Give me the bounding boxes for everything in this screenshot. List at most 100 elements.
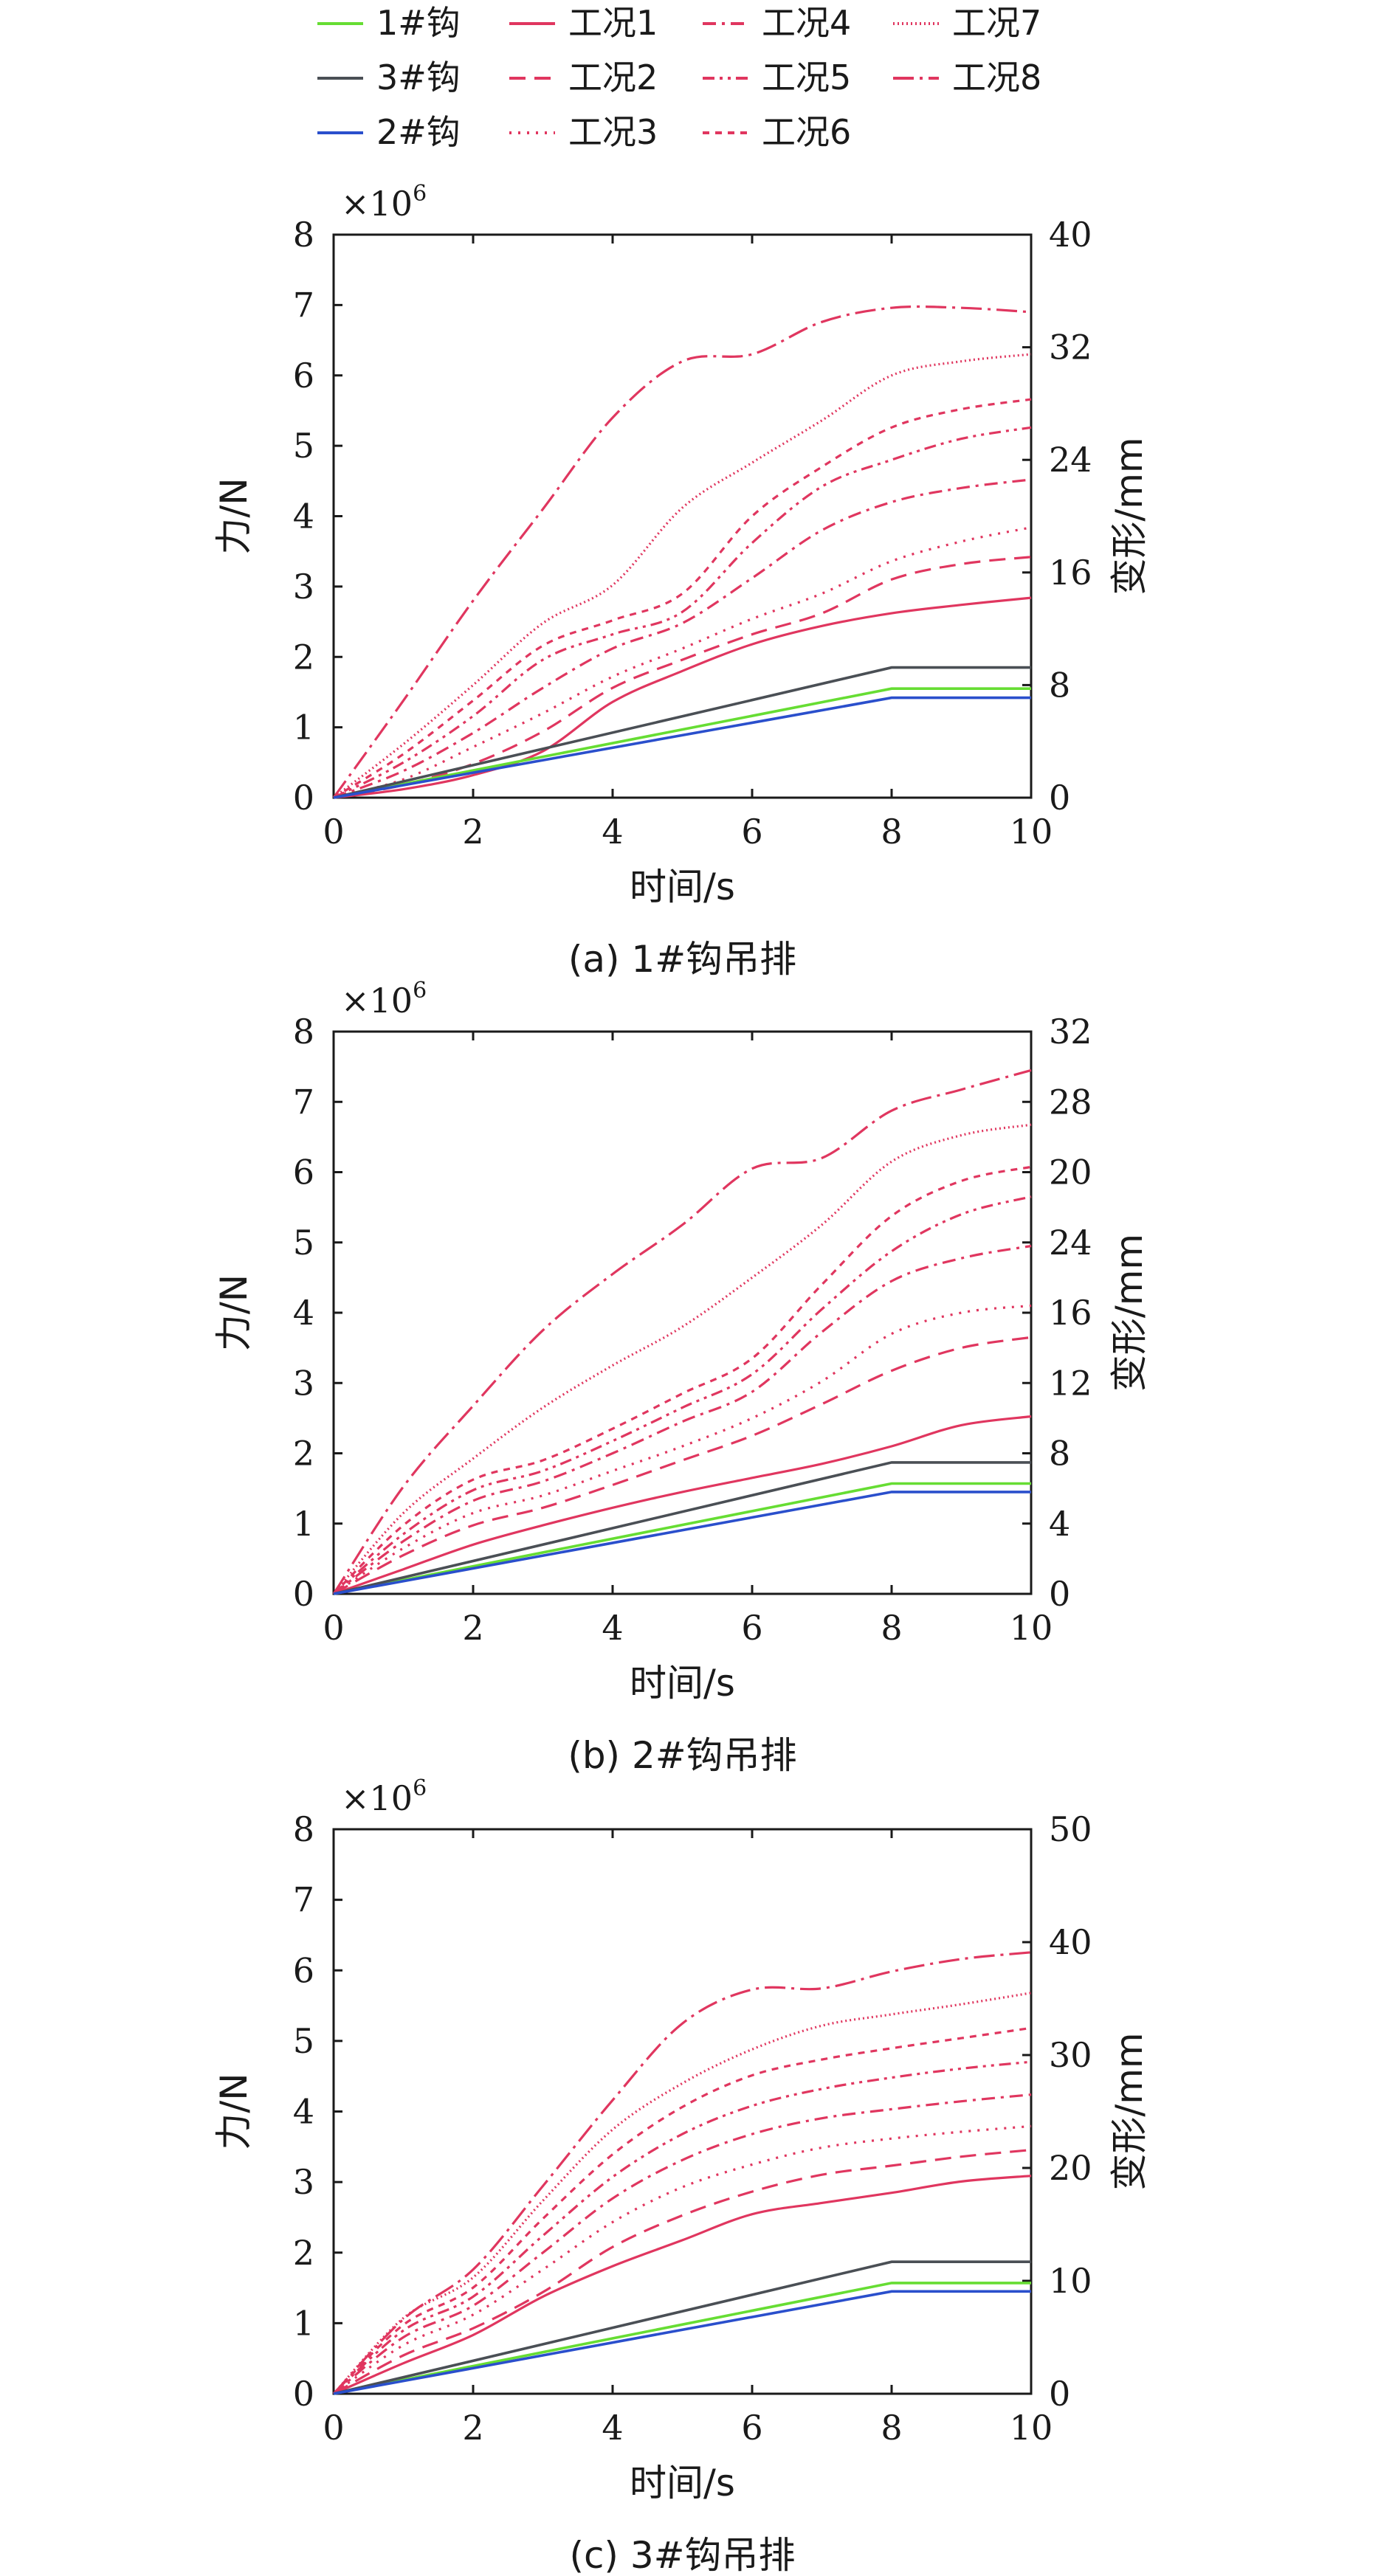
x-tick-label: 6 — [741, 1608, 762, 1648]
panel-caption: (a) 1#钩吊排 — [568, 938, 796, 981]
series-line-1#钩 — [333, 1482, 1031, 1595]
y-right-tick-label: 32 — [1049, 1012, 1092, 1052]
left-scale-label: ×106 — [341, 978, 427, 1021]
x-tick-label: 4 — [602, 1608, 623, 1648]
x-tick-label: 0 — [323, 2408, 344, 2448]
y-right-tick-label: 4 — [1049, 1504, 1070, 1544]
series-line-3#钩 — [333, 2260, 1031, 2395]
y-left-tick-label: 5 — [293, 1223, 314, 1263]
series-line-工况2 — [333, 2148, 1032, 2395]
y-left-tick-label: 8 — [293, 1809, 314, 1849]
y-right-axis-label: 变形/mm — [1108, 1234, 1151, 1392]
x-axis-label: 时间/s — [630, 1662, 735, 1705]
x-tick-label: 10 — [1010, 1608, 1053, 1648]
y-left-tick-label: 2 — [293, 637, 314, 677]
y-left-tick-label: 3 — [293, 2162, 314, 2202]
series-line-工况6 — [332, 2026, 1032, 2395]
series-line-工况2 — [333, 556, 1032, 799]
panel-caption: (c) 3#钩吊排 — [569, 2534, 795, 2576]
legend-label: 1#钩 — [376, 3, 461, 43]
x-tick-label: 2 — [462, 1608, 483, 1648]
y-right-tick-label: 24 — [1049, 440, 1092, 480]
y-left-tick-label: 6 — [293, 1950, 314, 1990]
y-left-tick-label: 8 — [293, 215, 314, 255]
x-tick-label: 8 — [881, 1608, 902, 1648]
x-tick-label: 10 — [1010, 2408, 1053, 2448]
y-left-tick-label: 8 — [293, 1012, 314, 1052]
series-line-工况5 — [332, 1195, 1032, 1595]
x-tick-label: 6 — [741, 2408, 762, 2448]
legend-label: 工况7 — [952, 3, 1041, 43]
y-left-axis-label: 力/N — [213, 2073, 255, 2149]
series-line-工况2 — [333, 1336, 1032, 1595]
legend: 1#钩 3#钩 2#钩 工况1 工况2 工况3 工况4 工况5 工况6 工况7 工况8 — [317, 3, 1041, 152]
y-left-tick-label: 4 — [293, 1293, 314, 1333]
x-axis-label: 时间/s — [630, 866, 735, 908]
legend-label: 工况6 — [762, 112, 851, 152]
legend-label: 2#钩 — [376, 112, 461, 152]
legend-label: 工况2 — [568, 58, 658, 97]
y-left-tick-label: 7 — [293, 1880, 314, 1920]
x-tick-label: 2 — [462, 2408, 483, 2448]
x-tick-label: 0 — [323, 1608, 344, 1648]
y-left-tick-label: 1 — [293, 1504, 314, 1544]
y-right-axis-label: 变形/mm — [1108, 437, 1151, 595]
x-tick-label: 8 — [881, 2408, 902, 2448]
y-left-tick-label: 0 — [293, 1574, 314, 1614]
series-line-工况4 — [332, 2093, 1032, 2395]
x-axis-label: 时间/s — [630, 2462, 735, 2504]
series-line-3#钩 — [333, 666, 1031, 799]
y-right-tick-label: 24 — [1049, 1223, 1092, 1263]
x-tick-label: 6 — [741, 812, 762, 852]
legend-label: 工况8 — [952, 58, 1041, 97]
y-left-tick-label: 4 — [293, 2092, 314, 2132]
series-line-2#钩 — [333, 696, 1031, 799]
y-right-tick-label: 12 — [1049, 1363, 1092, 1403]
series-line-工况3 — [333, 1304, 1032, 1595]
series-line-工况3 — [333, 2124, 1032, 2395]
series-line-工况8 — [332, 305, 1032, 798]
series-line-工况8 — [332, 1068, 1032, 1595]
y-left-tick-label: 3 — [293, 567, 314, 607]
y-right-tick-label: 0 — [1049, 2374, 1070, 2414]
x-tick-label: 2 — [462, 812, 483, 852]
y-right-tick-label: 10 — [1049, 2261, 1092, 2301]
chart-panel-2: 0 2 4 6 8 10012345678048121624202832×106时间/s力… — [213, 978, 1151, 1777]
series-line-工况5 — [333, 426, 1032, 799]
y-left-tick-label: 1 — [293, 708, 314, 747]
series-line-工况4 — [333, 478, 1032, 799]
y-right-tick-label: 28 — [1049, 1082, 1092, 1122]
y-left-tick-label: 7 — [293, 1082, 314, 1122]
y-right-tick-label: 40 — [1049, 215, 1092, 255]
x-tick-label: 4 — [602, 812, 623, 852]
y-left-tick-label: 6 — [293, 1153, 314, 1192]
y-right-tick-label: 20 — [1049, 1153, 1092, 1192]
y-right-tick-label: 8 — [1049, 1434, 1070, 1474]
y-left-tick-label: 4 — [293, 497, 314, 536]
legend-label: 工况4 — [762, 3, 851, 43]
y-left-axis-label: 力/N — [213, 1274, 255, 1351]
y-right-tick-label: 30 — [1049, 2035, 1092, 2075]
legend-label: 工况3 — [568, 112, 658, 152]
y-left-tick-label: 7 — [293, 285, 314, 325]
series-line-工况6 — [333, 398, 1032, 799]
series-line-工况1 — [333, 2175, 1032, 2395]
y-left-tick-label: 3 — [293, 1363, 314, 1403]
x-tick-label: 10 — [1010, 812, 1053, 852]
y-left-axis-label: 力/N — [213, 477, 255, 554]
y-right-tick-label: 40 — [1049, 1922, 1092, 1962]
y-right-tick-label: 16 — [1049, 1293, 1092, 1333]
series-line-2#钩 — [333, 2290, 1031, 2395]
x-tick-label: 8 — [881, 812, 902, 852]
y-left-tick-label: 0 — [293, 2374, 314, 2414]
legend-label: 工况1 — [568, 3, 658, 43]
y-right-tick-label: 0 — [1049, 1574, 1070, 1614]
y-right-tick-label: 0 — [1049, 778, 1070, 818]
left-scale-label: ×106 — [341, 1775, 427, 1818]
legend-label: 工况5 — [762, 58, 851, 97]
plot-frame — [332, 1828, 1033, 2395]
